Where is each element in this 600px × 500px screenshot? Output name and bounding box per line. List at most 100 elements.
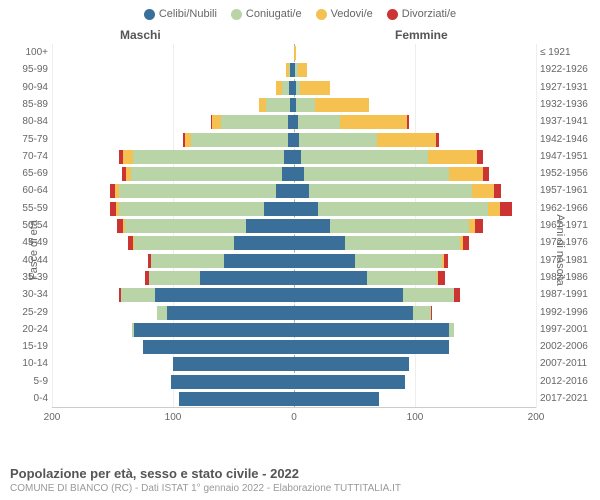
bar-segment: [300, 81, 330, 95]
age-label: 40-44: [8, 252, 48, 270]
birth-label: 1982-1986: [540, 269, 594, 287]
bars-female: [294, 167, 489, 181]
age-label: 95-99: [8, 61, 48, 79]
bar-segment: [149, 271, 200, 285]
bar-segment: [449, 323, 454, 337]
bar-segment: [282, 81, 289, 95]
bar-segment: [309, 184, 472, 198]
bars-female: [294, 340, 449, 354]
footer: Popolazione per età, sesso e stato civil…: [10, 466, 590, 494]
bars-female: [294, 202, 512, 216]
bar-segment: [212, 115, 222, 129]
bar-segment: [298, 115, 340, 129]
age-label: 85-89: [8, 96, 48, 114]
birth-label: 1977-1981: [540, 252, 594, 270]
bar-segment: [294, 375, 405, 389]
age-label: 80-84: [8, 113, 48, 131]
grid-line: [536, 44, 537, 408]
birth-label: 1997-2001: [540, 321, 594, 339]
bars-male: [276, 81, 294, 95]
bar-segment: [304, 167, 449, 181]
birth-label: 1942-1946: [540, 131, 594, 149]
bars-male: [143, 340, 294, 354]
bar-segment: [282, 167, 294, 181]
bars-male: [119, 288, 294, 302]
legend-swatch: [231, 9, 242, 20]
age-row: 50-541967-1971: [52, 217, 536, 234]
birth-label: 1957-1961: [540, 182, 594, 200]
age-label: 0-4: [8, 390, 48, 408]
x-axis: 2001000100200: [52, 407, 536, 432]
legend-label: Celibi/Nubili: [159, 8, 217, 20]
age-row: 40-441977-1981: [52, 252, 536, 269]
bar-segment: [276, 184, 294, 198]
bar-segment: [119, 202, 264, 216]
age-row: 30-341987-1991: [52, 286, 536, 303]
bar-segment: [121, 288, 155, 302]
bar-segment: [407, 115, 409, 129]
bar-segment: [131, 167, 282, 181]
bars-female: [294, 133, 439, 147]
chart-title: Popolazione per età, sesso e stato civil…: [10, 466, 590, 481]
bars-female: [294, 288, 460, 302]
bars-male: [148, 254, 294, 268]
birth-label: 1952-1956: [540, 165, 594, 183]
bar-segment: [294, 167, 304, 181]
age-row: 10-142007-2011: [52, 355, 536, 372]
bars-female: [294, 115, 409, 129]
bar-segment: [173, 357, 294, 371]
bar-segment: [167, 306, 294, 320]
age-row: 25-291992-1996: [52, 304, 536, 321]
bar-segment: [294, 184, 309, 198]
bar-segment: [449, 167, 483, 181]
bar-segment: [438, 271, 445, 285]
age-label: 50-54: [8, 217, 48, 235]
bars-female: [294, 236, 469, 250]
bar-segment: [301, 150, 428, 164]
bar-segment: [436, 133, 440, 147]
age-label: 30-34: [8, 286, 48, 304]
age-label: 90-94: [8, 79, 48, 97]
x-tick: 100: [165, 412, 182, 423]
age-row: 90-941927-1931: [52, 79, 536, 96]
bar-segment: [294, 46, 296, 60]
age-row: 95-991922-1926: [52, 61, 536, 78]
bar-segment: [463, 236, 469, 250]
bars-male: [122, 167, 294, 181]
birth-label: 1947-1951: [540, 148, 594, 166]
birth-label: 1967-1971: [540, 217, 594, 235]
bars-female: [294, 219, 483, 233]
bar-segment: [294, 340, 449, 354]
age-row: 15-192002-2006: [52, 338, 536, 355]
bar-segment: [413, 306, 431, 320]
bar-segment: [264, 202, 294, 216]
bar-segment: [134, 323, 294, 337]
bar-segment: [200, 271, 294, 285]
bars-male: [286, 63, 294, 77]
birth-label: 2012-2016: [540, 373, 594, 391]
bars-female: [294, 271, 445, 285]
bars-male: [183, 133, 294, 147]
label-female: Femmine: [395, 28, 448, 42]
legend-swatch: [387, 9, 398, 20]
birth-label: 1987-1991: [540, 286, 594, 304]
bars-female: [294, 357, 409, 371]
bars-female: [294, 375, 405, 389]
bars-female: [294, 63, 307, 77]
bar-segment: [125, 219, 246, 233]
age-label: 65-69: [8, 165, 48, 183]
legend-swatch: [316, 9, 327, 20]
legend-item: Divorziati/e: [387, 8, 456, 20]
bar-segment: [157, 306, 167, 320]
bars-female: [294, 81, 330, 95]
birth-label: 2017-2021: [540, 390, 594, 408]
bars-female: [294, 323, 454, 337]
bars-female: [294, 98, 369, 112]
birth-label: 1972-1976: [540, 234, 594, 252]
age-row: 80-841937-1941: [52, 113, 536, 130]
bars-male: [179, 392, 294, 406]
age-row: 60-641957-1961: [52, 182, 536, 199]
bar-segment: [345, 236, 460, 250]
bar-segment: [488, 202, 500, 216]
x-tick: 100: [407, 412, 424, 423]
